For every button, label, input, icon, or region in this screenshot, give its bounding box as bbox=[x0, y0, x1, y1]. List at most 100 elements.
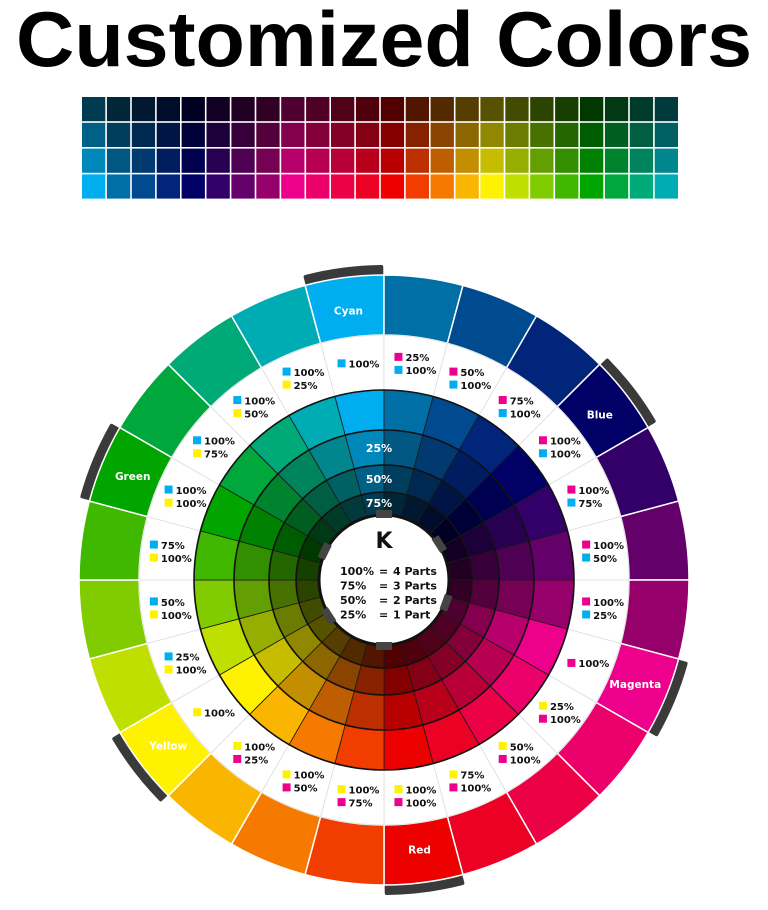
ring-tab bbox=[431, 535, 448, 553]
ink-swatch-C bbox=[164, 485, 173, 494]
color-swatch bbox=[181, 148, 205, 173]
ink-percent-label: 100% bbox=[460, 381, 491, 392]
ink-percent-label: 100% bbox=[405, 366, 436, 377]
ink-swatch-C bbox=[394, 365, 403, 374]
ink-swatch-M bbox=[567, 658, 576, 667]
color-swatch bbox=[455, 148, 479, 173]
primary-name-label: Magenta bbox=[609, 679, 661, 691]
color-swatch bbox=[231, 174, 255, 199]
ink-percent-label: 100% bbox=[294, 368, 325, 379]
ink-swatch-C bbox=[582, 553, 591, 562]
ink-swatch-M bbox=[582, 540, 591, 549]
color-swatch bbox=[380, 122, 405, 147]
color-swatch bbox=[256, 97, 280, 122]
color-swatch bbox=[580, 97, 604, 122]
ink-percent-label: 50% bbox=[294, 784, 318, 795]
ink-swatch-M bbox=[394, 352, 403, 361]
ink-swatch-Y bbox=[538, 701, 547, 710]
color-swatch bbox=[131, 148, 156, 173]
color-swatch bbox=[505, 97, 529, 122]
legend-equals: = bbox=[379, 594, 388, 607]
ink-swatch-C bbox=[449, 380, 458, 389]
color-swatch bbox=[355, 122, 380, 147]
color-swatch bbox=[131, 97, 156, 122]
ink-swatch-C bbox=[567, 498, 576, 507]
color-swatch bbox=[281, 148, 305, 173]
ink-percent-label: 25% bbox=[244, 755, 268, 766]
legend-percent: 75% bbox=[340, 580, 366, 593]
ink-swatch-M bbox=[337, 798, 346, 807]
color-swatch bbox=[555, 97, 579, 122]
ink-swatch-Y bbox=[498, 741, 507, 750]
color-swatch bbox=[106, 97, 131, 122]
ink-swatch-Y bbox=[394, 785, 403, 794]
ink-swatch-M bbox=[233, 754, 242, 763]
color-swatch bbox=[206, 148, 230, 173]
color-swatch bbox=[629, 122, 654, 147]
ink-percent-label: 100% bbox=[176, 666, 207, 677]
primary-name-label: Yellow bbox=[148, 741, 187, 753]
color-swatch bbox=[604, 97, 629, 122]
ink-swatch-C bbox=[149, 540, 158, 549]
ink-percent-label: 100% bbox=[204, 437, 235, 448]
ink-swatch-M bbox=[394, 798, 403, 807]
color-swatch bbox=[156, 148, 180, 173]
ring-divider bbox=[193, 389, 575, 771]
legend-percent: 100% bbox=[340, 565, 374, 578]
ink-percent-label: 100% bbox=[510, 409, 541, 420]
color-swatch bbox=[82, 122, 106, 147]
ink-swatch-Y bbox=[149, 553, 158, 562]
black-percent-label: 50% bbox=[366, 473, 392, 486]
color-swatch bbox=[231, 122, 255, 147]
color-swatch bbox=[455, 97, 479, 122]
color-swatch bbox=[131, 122, 156, 147]
color-swatch bbox=[256, 122, 280, 147]
ink-percent-label: 25% bbox=[593, 611, 617, 622]
color-swatch bbox=[530, 97, 554, 122]
black-percent-label: 25% bbox=[366, 442, 392, 455]
color-swatch bbox=[206, 122, 230, 147]
ink-percent-label: 25% bbox=[176, 653, 200, 664]
primary-name-label: Green bbox=[115, 471, 151, 483]
color-swatch bbox=[156, 174, 180, 199]
ink-swatch-C bbox=[282, 367, 291, 376]
color-swatch bbox=[131, 174, 156, 199]
color-swatch bbox=[231, 97, 255, 122]
color-swatch bbox=[82, 148, 106, 173]
ink-percent-label: 100% bbox=[294, 771, 325, 782]
color-swatch bbox=[106, 148, 131, 173]
ink-swatch-M bbox=[498, 396, 507, 405]
ink-percent-label: 75% bbox=[578, 499, 602, 510]
color-swatch bbox=[331, 148, 355, 173]
color-swatch bbox=[480, 148, 504, 173]
color-swatch bbox=[106, 122, 131, 147]
color-swatch bbox=[555, 174, 579, 199]
ring-tab bbox=[317, 542, 332, 561]
ink-swatch-M bbox=[538, 436, 547, 445]
color-swatch bbox=[505, 122, 529, 147]
color-swatch bbox=[256, 148, 280, 173]
ink-percent-label: 100% bbox=[176, 499, 207, 510]
ink-percent-label: 100% bbox=[161, 611, 192, 622]
ink-swatch-Y bbox=[193, 449, 202, 458]
ink-swatch-Y bbox=[164, 665, 173, 674]
color-swatch bbox=[480, 122, 504, 147]
ink-swatch-M bbox=[449, 783, 458, 792]
color-swatch bbox=[206, 97, 230, 122]
ink-percent-label: 100% bbox=[405, 785, 436, 796]
color-swatch bbox=[430, 174, 454, 199]
color-swatch bbox=[505, 148, 529, 173]
color-swatch bbox=[654, 148, 678, 173]
ring-divider bbox=[295, 491, 473, 669]
color-swatch bbox=[604, 174, 629, 199]
ink-swatch-Y bbox=[233, 741, 242, 750]
ink-percent-label: 50% bbox=[510, 742, 534, 753]
ink-percent-label: 100% bbox=[593, 541, 624, 552]
ring-tab bbox=[439, 593, 453, 612]
ink-swatch-Y bbox=[233, 409, 242, 418]
color-swatch bbox=[455, 174, 479, 199]
color-swatch bbox=[405, 122, 429, 147]
color-swatch bbox=[306, 122, 330, 147]
ink-percent-label: 100% bbox=[176, 486, 207, 497]
legend-parts: 4 Parts bbox=[393, 565, 437, 578]
